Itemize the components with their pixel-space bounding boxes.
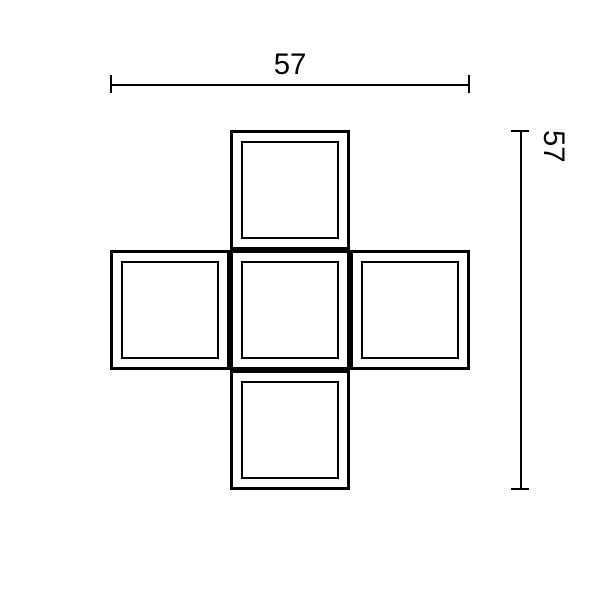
- module-top-inner: [241, 141, 339, 239]
- module-center: [230, 250, 350, 370]
- module-top: [230, 130, 350, 250]
- module-bottom-inner: [241, 381, 339, 479]
- drawing-canvas: 57 57: [0, 0, 600, 600]
- dim-top-label: 57: [110, 48, 470, 82]
- module-center-inner: [241, 261, 339, 359]
- dim-top-line: [110, 84, 470, 86]
- module-right: [350, 250, 470, 370]
- module-right-inner: [361, 261, 459, 359]
- dim-right-label: 57: [536, 130, 570, 490]
- dim-right-tick-top: [511, 130, 529, 132]
- dim-right-line: [520, 130, 522, 490]
- dim-right-tick-bottom: [511, 488, 529, 490]
- module-left: [110, 250, 230, 370]
- module-left-inner: [121, 261, 219, 359]
- module-bottom: [230, 370, 350, 490]
